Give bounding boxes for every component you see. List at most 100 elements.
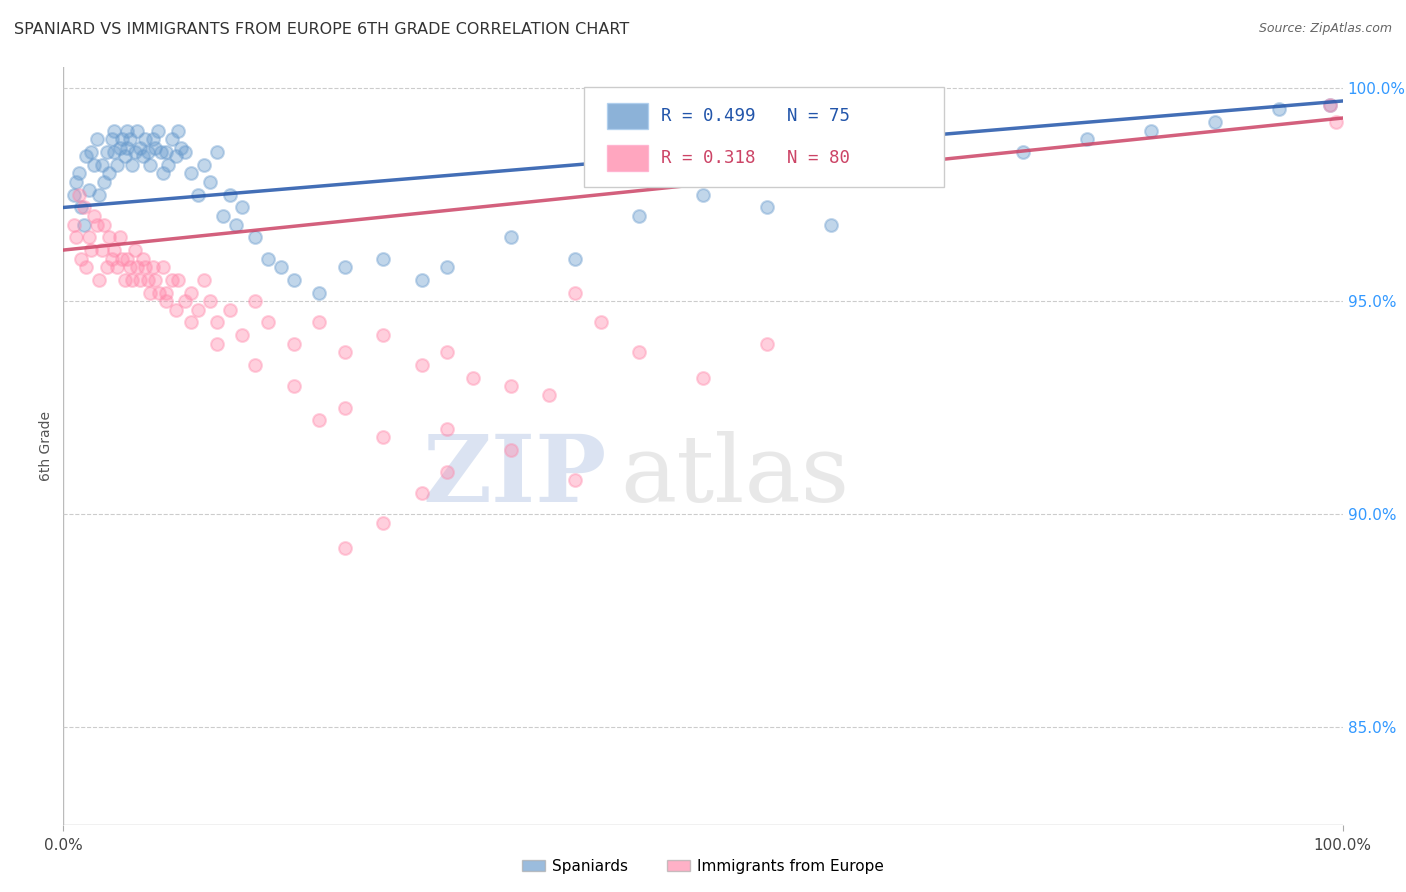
Point <box>103 145 125 160</box>
Point <box>1319 98 1341 112</box>
Point <box>152 166 174 180</box>
Point <box>333 541 356 556</box>
Point <box>155 294 177 309</box>
Point <box>165 302 187 317</box>
Point <box>87 187 110 202</box>
Point <box>160 273 183 287</box>
Point <box>75 149 97 163</box>
Point <box>173 294 195 309</box>
FancyBboxPatch shape <box>607 145 648 170</box>
Point <box>193 158 215 172</box>
Point <box>77 230 100 244</box>
Point <box>73 201 96 215</box>
Point <box>692 187 714 202</box>
Point <box>820 218 842 232</box>
Point <box>157 158 180 172</box>
Point <box>165 149 187 163</box>
Point <box>170 141 193 155</box>
Point <box>245 294 267 309</box>
Point <box>114 273 136 287</box>
Point <box>333 345 356 359</box>
Point <box>101 132 124 146</box>
Point <box>93 175 115 189</box>
Point <box>501 443 523 458</box>
Point <box>212 209 235 223</box>
Point <box>142 260 165 274</box>
Text: Source: ZipAtlas.com: Source: ZipAtlas.com <box>1258 22 1392 36</box>
Point <box>218 187 240 202</box>
Point <box>115 124 138 138</box>
Legend: Spaniards, Immigrants from Europe: Spaniards, Immigrants from Europe <box>516 853 890 880</box>
Point <box>371 252 394 266</box>
Point <box>70 252 93 266</box>
Point <box>308 413 330 427</box>
Point <box>436 260 458 274</box>
Point <box>108 141 131 155</box>
Point <box>139 285 162 300</box>
Point <box>80 145 103 160</box>
Point <box>67 166 90 180</box>
Point <box>308 316 330 330</box>
Point <box>98 230 121 244</box>
Point <box>257 316 280 330</box>
Point <box>205 145 228 160</box>
Point <box>127 260 149 274</box>
Point <box>205 316 228 330</box>
Point <box>111 252 134 266</box>
Point <box>90 158 112 172</box>
Point <box>124 145 146 160</box>
Point <box>1204 115 1226 129</box>
Point <box>167 273 190 287</box>
Point <box>90 243 112 257</box>
Point <box>131 149 153 163</box>
Point <box>87 273 110 287</box>
Point <box>167 124 190 138</box>
Point <box>129 141 152 155</box>
Point <box>218 302 240 317</box>
Point <box>152 260 174 274</box>
Point <box>180 166 202 180</box>
Point <box>231 328 253 343</box>
Point <box>436 465 458 479</box>
Point <box>86 218 108 232</box>
Point <box>83 209 105 223</box>
Point <box>193 273 215 287</box>
Point <box>173 145 195 160</box>
Text: R = 0.318   N = 80: R = 0.318 N = 80 <box>661 149 849 167</box>
Point <box>98 166 121 180</box>
Point <box>75 260 97 274</box>
Point <box>73 218 96 232</box>
Point <box>118 132 141 146</box>
Point <box>628 345 651 359</box>
Point <box>149 145 172 160</box>
Point <box>225 218 247 232</box>
Point <box>105 158 128 172</box>
Point <box>411 273 433 287</box>
Point <box>145 141 167 155</box>
Point <box>501 230 523 244</box>
Point <box>96 260 118 274</box>
Point <box>65 175 87 189</box>
Point <box>160 132 183 146</box>
Point <box>231 201 253 215</box>
Y-axis label: 6th Grade: 6th Grade <box>39 411 53 481</box>
Point <box>67 187 90 202</box>
Point <box>93 218 115 232</box>
Point <box>501 379 523 393</box>
Point <box>139 158 162 172</box>
Point <box>148 285 170 300</box>
Point <box>136 273 159 287</box>
Point <box>411 358 433 372</box>
Point <box>308 285 330 300</box>
Point <box>333 260 356 274</box>
Point <box>564 285 586 300</box>
Point <box>371 516 394 530</box>
Point <box>245 230 267 244</box>
Point <box>283 379 305 393</box>
Point <box>103 124 125 138</box>
Point <box>692 371 714 385</box>
Point <box>756 201 779 215</box>
Point <box>134 132 156 146</box>
FancyBboxPatch shape <box>583 87 943 186</box>
Point <box>564 473 586 487</box>
